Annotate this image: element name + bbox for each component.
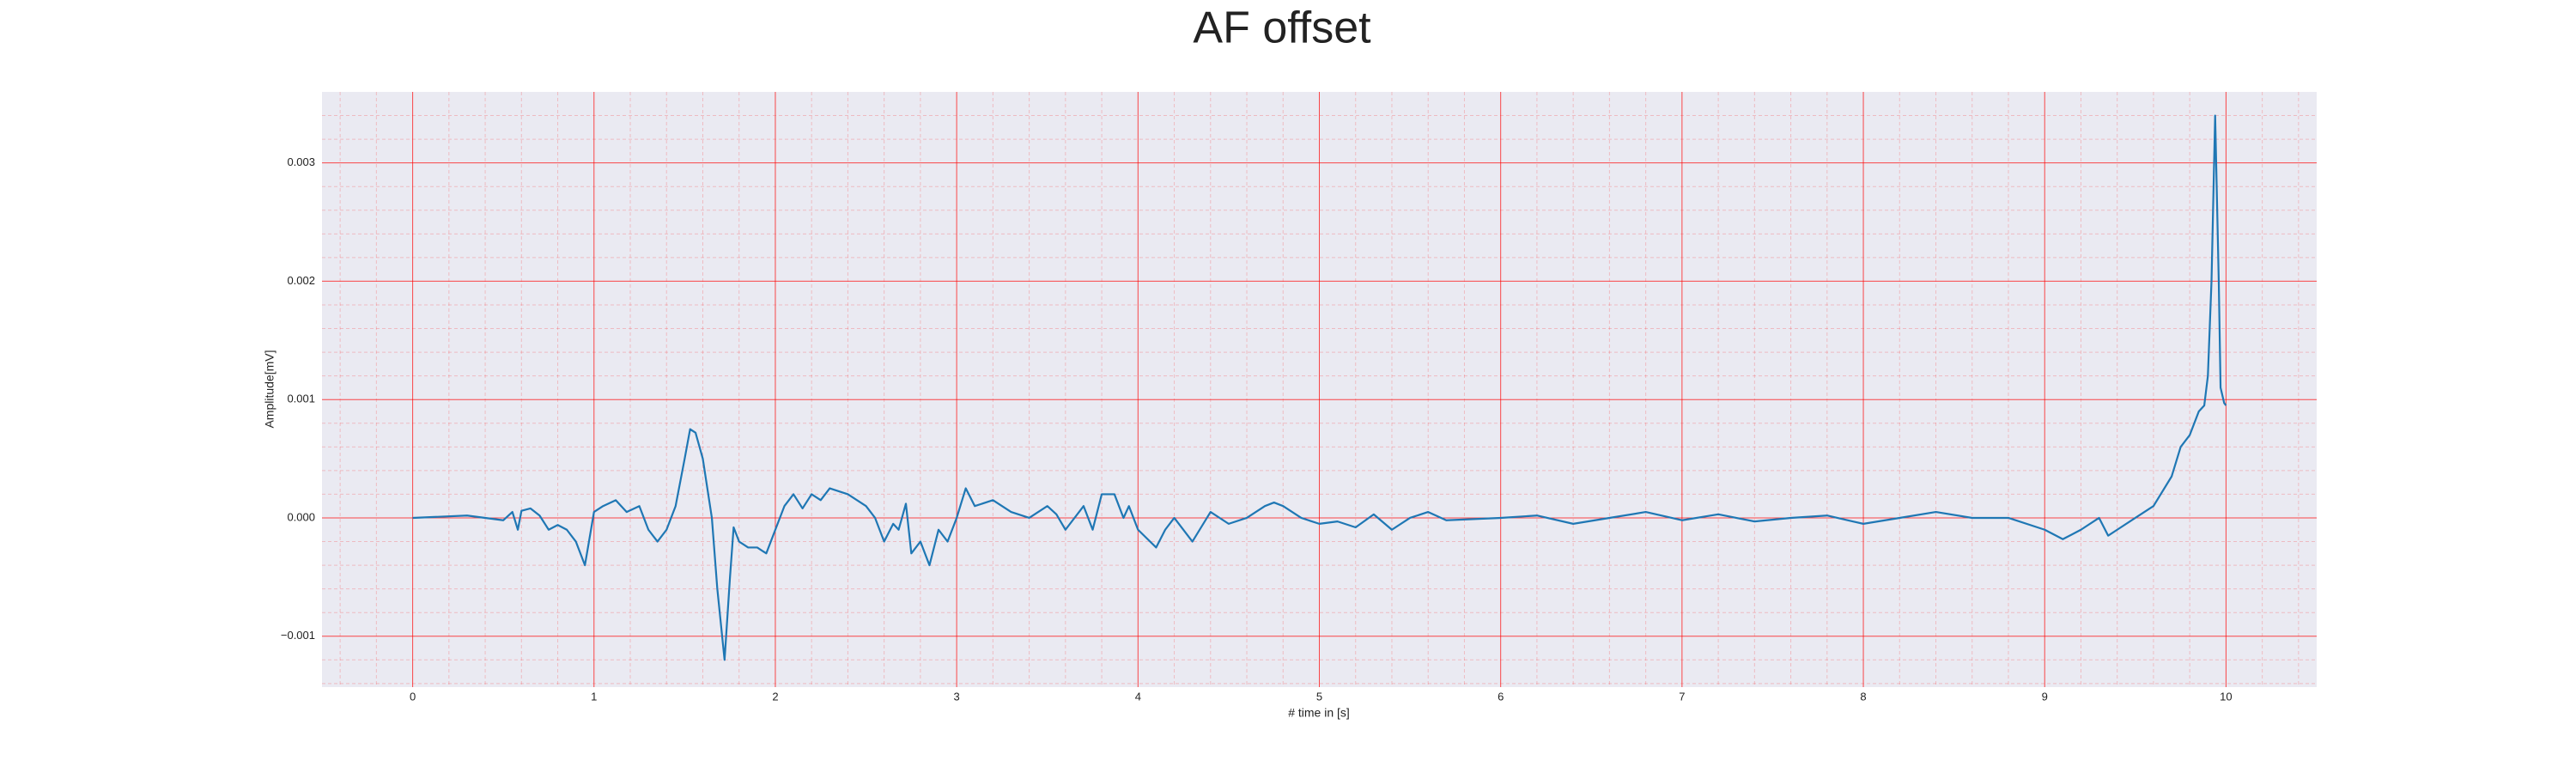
x-tick-label: 10 — [2220, 690, 2232, 703]
x-tick-label: 6 — [1498, 690, 1504, 703]
chart-title: AF offset — [1193, 3, 1371, 53]
x-tick-label: 1 — [591, 690, 597, 703]
x-tick-label: 0 — [410, 690, 416, 703]
y-tick-label: 0.003 — [287, 155, 315, 168]
x-tick-label: 8 — [1860, 690, 1866, 703]
x-tick-label: 5 — [1316, 690, 1322, 703]
x-tick-label: 3 — [954, 690, 960, 703]
y-axis-label: Amplitude[mV] — [263, 350, 276, 428]
y-tick-label: 0.000 — [287, 510, 315, 523]
x-tick-label: 4 — [1135, 690, 1141, 703]
x-tick-label: 9 — [2042, 690, 2048, 703]
data-line — [412, 114, 2227, 661]
y-tick-label: 0.001 — [287, 393, 315, 405]
x-tick-label: 7 — [1679, 690, 1685, 703]
y-tick-label: −0.001 — [281, 629, 315, 642]
x-axis-label: # time in [s] — [1288, 706, 1350, 720]
y-tick-label: 0.002 — [287, 274, 315, 287]
x-tick-label: 2 — [772, 690, 778, 703]
